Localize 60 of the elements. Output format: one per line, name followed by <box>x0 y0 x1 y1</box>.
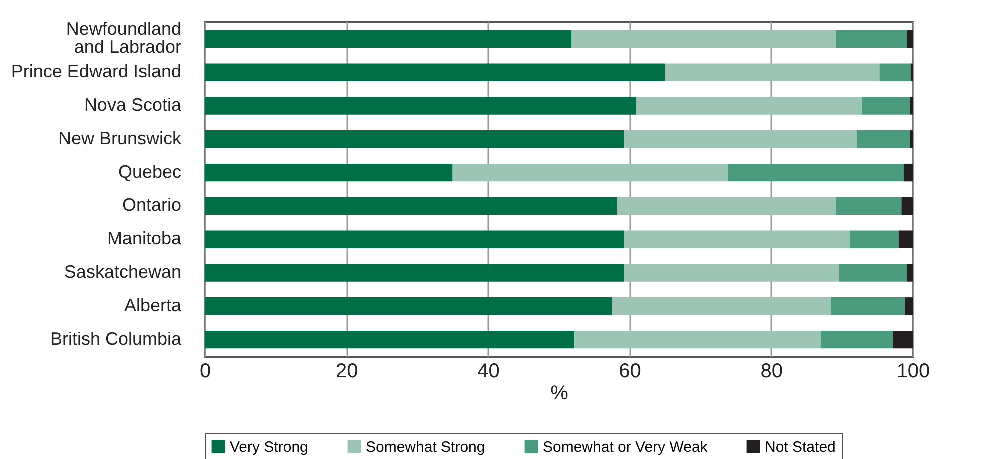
bar <box>205 164 453 182</box>
bar <box>624 130 858 148</box>
bar <box>612 298 831 316</box>
bar <box>857 130 910 148</box>
x-tick-label: 100 <box>896 360 930 382</box>
bar <box>624 230 850 248</box>
bar <box>904 164 913 182</box>
y-tick-label: Quebec <box>118 162 182 182</box>
bar <box>880 64 911 82</box>
bar <box>205 230 624 248</box>
y-tick-label: Saskatchewan <box>64 262 182 282</box>
bar <box>839 264 908 282</box>
legend-label: Somewhat or Very Weak <box>543 438 708 456</box>
x-tick-label: 40 <box>478 360 500 382</box>
bar <box>910 130 913 148</box>
legend-label: Not Stated <box>765 438 836 456</box>
bar <box>205 298 612 316</box>
bar <box>205 197 618 216</box>
y-tick-label: Prince Edward Island <box>11 62 182 82</box>
y-tick-label: British Columbia <box>50 328 182 349</box>
bar <box>205 264 624 282</box>
y-tick-label: Nova Scotia <box>84 95 182 115</box>
bar <box>205 330 575 349</box>
bar <box>572 30 836 48</box>
bar <box>452 164 728 182</box>
bar <box>836 30 908 48</box>
bar <box>836 197 902 216</box>
bar <box>728 164 904 182</box>
bar <box>907 264 913 282</box>
x-axis-title: % <box>550 382 569 404</box>
y-tick-label: Ontario <box>122 195 182 216</box>
bar <box>205 64 666 82</box>
bar <box>902 197 913 216</box>
y-tick-label: Alberta <box>124 295 182 316</box>
y-tick-label: New Brunswick <box>58 128 182 148</box>
bar <box>574 330 821 349</box>
bar <box>910 97 913 115</box>
bar <box>636 97 862 115</box>
legend-label: Somewhat Strong <box>366 438 486 456</box>
bar <box>905 298 913 316</box>
bar <box>850 230 899 248</box>
x-tick-label: 0 <box>200 360 212 382</box>
bar <box>907 30 913 48</box>
bar <box>893 330 913 349</box>
y-tick-label: Manitoba <box>107 228 182 249</box>
x-tick-label: 60 <box>619 360 642 382</box>
legend-label: Very Strong <box>230 438 308 456</box>
x-tick-label: 80 <box>760 360 784 382</box>
bar <box>830 298 906 316</box>
bar <box>205 97 636 115</box>
bar <box>205 130 624 148</box>
bar <box>624 264 840 282</box>
bar <box>617 197 836 216</box>
bar <box>862 97 910 115</box>
bar <box>820 330 894 349</box>
x-tick-label: 20 <box>336 360 358 382</box>
bar <box>205 30 572 48</box>
bar <box>898 230 913 248</box>
bar <box>665 64 880 82</box>
y-tick-label: Newfoundland and Labrador <box>66 19 182 58</box>
